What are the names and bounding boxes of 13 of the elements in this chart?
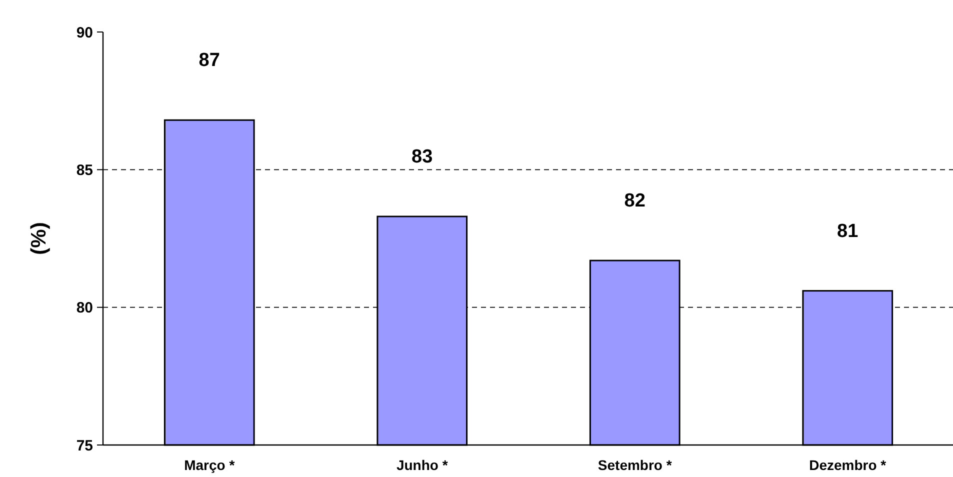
x-tick-label: Setembro * bbox=[598, 457, 672, 473]
x-tick-label: Março * bbox=[184, 457, 236, 473]
data-label: 82 bbox=[624, 190, 646, 212]
x-tick-label: Dezembro * bbox=[809, 457, 887, 473]
y-axis-title: (%) bbox=[27, 222, 50, 255]
y-tick-label: 75 bbox=[76, 437, 93, 454]
data-label: 87 bbox=[198, 50, 220, 72]
y-tick-label: 80 bbox=[76, 300, 93, 317]
x-tick-label: Junho * bbox=[396, 457, 448, 473]
data-label: 81 bbox=[837, 220, 859, 242]
data-label: 83 bbox=[412, 146, 433, 168]
y-tick-label: 85 bbox=[76, 162, 93, 179]
y-tick-label: 90 bbox=[76, 24, 93, 42]
